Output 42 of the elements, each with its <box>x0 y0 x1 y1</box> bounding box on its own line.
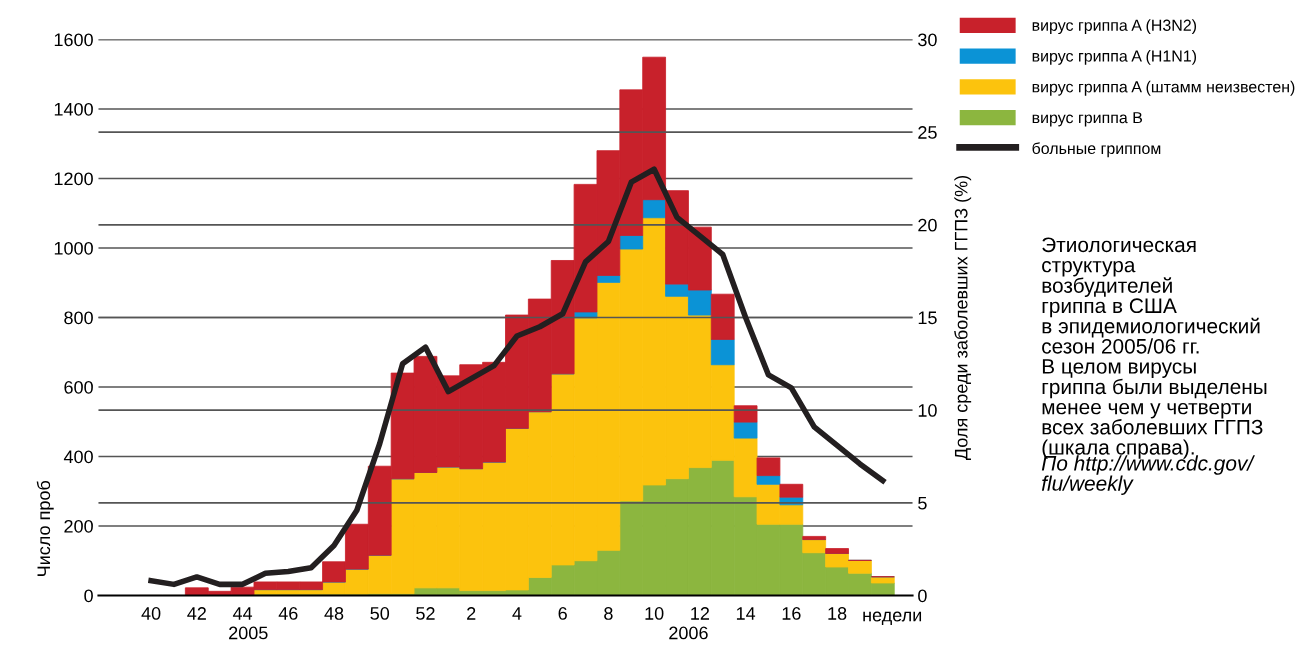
y-tick-label: 0 <box>84 589 93 603</box>
y2-tick-label: 25 <box>918 126 937 139</box>
y2-tick-label: 30 <box>918 33 937 47</box>
y-tick-label: 800 <box>64 311 93 325</box>
text: 2006 <box>669 626 708 640</box>
x-tick-label: 8 <box>604 607 613 620</box>
x-tick-label: 46 <box>278 607 298 620</box>
x-tick-label: 42 <box>187 607 206 620</box>
legend-label: вирус гриппа A (H3N2) <box>1032 19 1197 35</box>
y2-tick-label: 15 <box>918 311 937 325</box>
y-tick-label: 600 <box>64 380 93 394</box>
x-tick-label: 2 <box>467 607 476 620</box>
x-tick-label: 6 <box>558 607 567 620</box>
y2-tick-label: 20 <box>918 218 937 232</box>
x-axis-title: недели <box>863 611 922 625</box>
y-tick-label: 1400 <box>54 102 93 116</box>
y2-axis-title: Доля среди заболевших ГГПЗ (%) <box>954 175 972 461</box>
y-tick-label: 200 <box>64 519 93 533</box>
x-tick-label: 40 <box>141 607 161 620</box>
y-tick-label: 1600 <box>54 33 93 47</box>
x-tick-label: 16 <box>782 607 801 620</box>
legend-label: больные гриппом <box>1032 142 1161 158</box>
y2-tick-label: 10 <box>918 404 937 417</box>
y-tick-label: 1000 <box>54 241 93 255</box>
y2-tick-label: 0 <box>918 589 927 603</box>
x-tick-label: 44 <box>232 607 253 620</box>
y-tick-label: 1200 <box>54 172 93 186</box>
x-tick-label: 48 <box>324 607 344 620</box>
legend-label: вирус гриппа B <box>1032 112 1143 127</box>
x-tick-label: 10 <box>645 607 664 620</box>
y-tick-label: 400 <box>63 450 93 464</box>
y2-tick-label: 5 <box>918 496 927 510</box>
x-tick-label: 14 <box>736 607 756 620</box>
x-tick-label: 52 <box>416 607 435 620</box>
y-axis-title: Число проб <box>36 480 54 576</box>
legend-label: вирус гриппа A (штамм неизвестен) <box>1032 80 1295 96</box>
x-tick-label: 18 <box>828 607 847 620</box>
x-tick-label: 4 <box>512 607 522 620</box>
text: 2005 <box>229 626 268 640</box>
x-tick-label: 50 <box>370 607 390 620</box>
x-tick-label: 12 <box>691 607 710 620</box>
legend-label: вирус гриппа A (H1N1) <box>1032 49 1197 65</box>
